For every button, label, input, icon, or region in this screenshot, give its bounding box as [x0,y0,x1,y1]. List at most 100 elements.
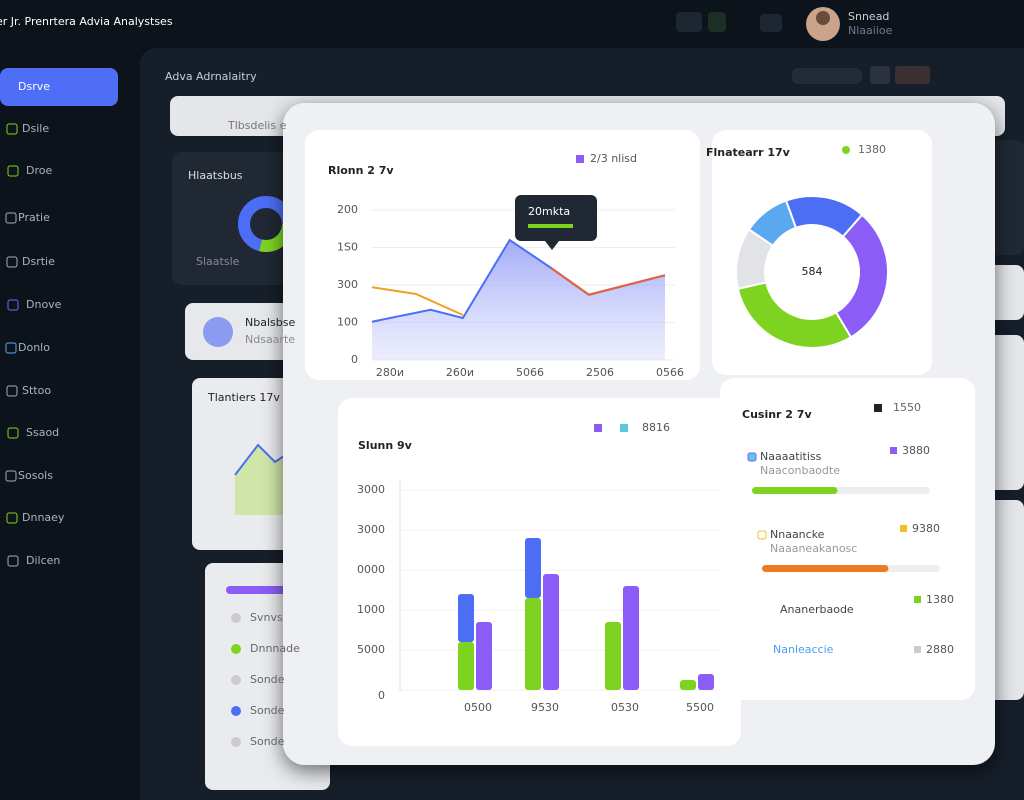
row-value: 9380 [912,522,940,535]
avatar-hair [816,11,830,25]
x-tick-label: 280и [376,366,404,379]
nav-item: Dsile [22,122,49,135]
nav-item: Dnove [26,298,62,311]
list-item: Sonde [250,673,285,686]
x-tick-label: 2506 [586,366,614,379]
legend-swatch [914,646,921,653]
bar [680,680,696,690]
user-name: Snnead [848,10,889,23]
line [371,286,464,316]
nav-item: Sttoo [22,384,51,397]
bar [476,622,492,690]
row-label: Nanleaccie [773,643,834,656]
legend: 8816 [642,421,670,434]
nav-icon [6,256,18,268]
list-item: Sonde [250,704,285,717]
card-title: Flnatearr 17v [706,146,791,159]
nav-item: Dsrtie [22,255,55,268]
list-dot [231,706,241,716]
button[interactable] [760,14,782,32]
button[interactable] [708,12,726,32]
x-tick-label: 9530 [531,701,559,714]
tooltip-text: 20mkta [528,205,570,218]
nav-icon [6,512,18,524]
nav-item: Ssaod [26,426,59,439]
list-dot [231,613,241,623]
back-card [172,152,290,285]
button[interactable] [870,66,890,84]
donut-segment [747,199,798,248]
active-nav[interactable] [0,68,118,106]
bar [525,538,541,598]
row-value: 1380 [926,593,954,606]
x-tick-label: 0500 [464,701,492,714]
donut-center: 584 [802,265,823,278]
nav-item: Droe [26,164,52,177]
y-tick-label: 100 [337,316,358,329]
bar [623,586,639,690]
nav-icon [6,123,18,135]
nav-item: Dsrve [18,80,50,93]
legend-swatch [914,596,921,603]
card-title: Nbalsbse [245,316,295,329]
bar [698,674,714,690]
y-tick-label: 300 [337,278,358,291]
y-tick-label: 0 [378,689,385,702]
row-label: Ananerbaode [780,603,854,616]
button[interactable] [676,12,702,32]
progress-card [720,378,975,700]
legend-swatch [874,404,882,412]
nav-item: Dilcen [26,554,60,567]
legend-swatch [594,424,602,432]
legend: 1550 [893,401,921,414]
y-tick-label: 0000 [357,563,385,576]
bar [543,574,559,690]
mini-pie [203,317,233,347]
legend: 1380 [858,143,886,156]
nav-icon [5,342,17,354]
card-title: Cusinr 2 7v [742,408,812,421]
button[interactable] [792,68,862,84]
card-title: Hlaatsbus [188,169,243,182]
progress-fill [752,487,838,494]
bar [458,594,474,642]
nav-icon [7,299,19,311]
nav-icon [6,385,18,397]
nav-item: Donlo [18,341,50,354]
nav-item: Dnnaey [22,511,65,524]
legend-swatch [620,424,628,432]
list-item: Sonde [250,735,285,748]
row-value: 2880 [926,643,954,656]
card-title: Slunn 9v [358,439,413,452]
x-tick-label: 0566 [656,366,684,379]
card-title: Tlantiers 17v [207,391,280,404]
tooltip-bar [528,224,573,228]
card-title: Rlonn 2 7v [328,164,394,177]
list-item: Svnvs [250,611,283,624]
row-value: 3880 [902,444,930,457]
nav-icon [7,165,19,177]
search-text: Tlbsdelis e [227,119,287,132]
y-tick-label: 0 [351,353,358,366]
x-tick-label: 0530 [611,701,639,714]
card-sub: Slaatsle [196,255,240,268]
icon [747,452,757,462]
y-tick-label: 5000 [357,643,385,656]
bar [605,622,621,690]
nav-item: Sosols [18,469,53,482]
nav-icon [5,470,17,482]
button[interactable] [895,66,930,84]
y-tick-label: 3000 [357,483,385,496]
x-tick-label: 5066 [516,366,544,379]
x-tick-label: 5500 [686,701,714,714]
y-tick-label: 3000 [357,523,385,536]
legend-swatch [576,155,584,163]
legend-swatch [900,525,907,532]
list-dot [231,675,241,685]
bar [525,598,541,690]
line [550,266,666,296]
nav-item: Pratie [18,211,50,224]
list-item: Dnnnade [250,642,300,655]
legend-swatch [890,447,897,454]
